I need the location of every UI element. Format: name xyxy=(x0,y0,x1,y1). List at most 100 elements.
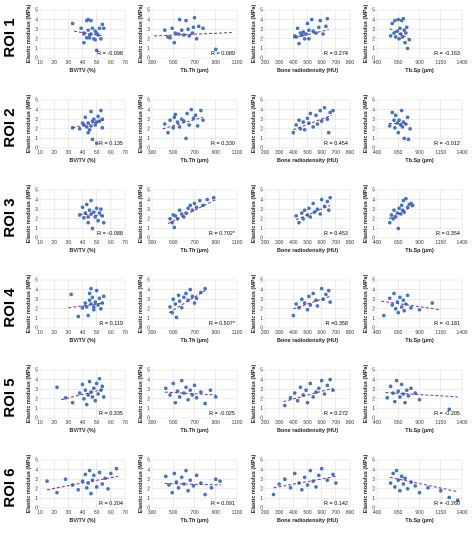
y-tick-label: 4 xyxy=(147,377,150,383)
data-point xyxy=(315,304,320,308)
y-tick-label: 1 xyxy=(35,316,38,322)
data-point xyxy=(213,477,218,482)
data-point xyxy=(184,468,188,473)
data-point xyxy=(308,381,313,386)
x-tick-label: 1400 xyxy=(456,330,467,336)
y-tick-label: 0 xyxy=(147,416,150,422)
x-tick-label: 50 xyxy=(94,60,100,66)
x-tick-label: 20 xyxy=(51,60,57,66)
data-point xyxy=(396,226,401,231)
data-point xyxy=(171,381,176,386)
data-point xyxy=(186,27,190,32)
data-point xyxy=(194,296,199,301)
data-point xyxy=(301,30,306,34)
data-point xyxy=(426,486,430,490)
data-point xyxy=(308,303,313,307)
data-point xyxy=(404,31,408,35)
x-tick-label: 800 xyxy=(346,510,355,516)
y-tick-label: 4 xyxy=(260,107,263,113)
y-axis-title: Elastic modulus (MPa) xyxy=(138,274,144,333)
x-tick-label: 900 xyxy=(212,60,221,66)
trend-line xyxy=(295,204,331,221)
y-tick-label: 3 xyxy=(147,117,150,123)
data-point xyxy=(404,196,408,201)
y-tick-label: 2 xyxy=(35,397,38,403)
y-axis-title: Elastic modulus (MPa) xyxy=(251,274,257,333)
data-point xyxy=(328,300,332,304)
data-point xyxy=(203,401,207,406)
x-tick-label: 60 xyxy=(108,510,114,516)
x-tick-label: 700 xyxy=(332,150,341,156)
x-tick-label: 400 xyxy=(373,510,382,516)
x-tick-label: 1150 xyxy=(435,420,446,426)
data-point xyxy=(311,29,315,33)
data-point xyxy=(385,396,390,400)
data-point xyxy=(173,302,178,306)
data-point xyxy=(164,474,168,479)
data-point xyxy=(189,107,194,112)
data-point xyxy=(389,213,394,217)
x-tick-label: 400 xyxy=(289,240,298,246)
data-point xyxy=(97,26,102,31)
trend-line xyxy=(293,295,331,310)
data-point xyxy=(294,302,298,306)
data-point xyxy=(404,388,409,392)
y-tick-label: 0 xyxy=(35,56,38,62)
r-value-label: R = 0.091 xyxy=(211,501,235,507)
data-point xyxy=(308,111,313,116)
x-tick-label: 900 xyxy=(415,60,424,66)
data-point xyxy=(331,108,335,113)
x-tick-label: 700 xyxy=(190,240,199,246)
data-point xyxy=(302,301,307,305)
x-tick-label: 1100 xyxy=(232,60,243,66)
data-point xyxy=(201,118,205,122)
data-point xyxy=(173,31,178,35)
y-tick-label: 3 xyxy=(372,477,375,483)
scatter-panel: 0 1 2 3 4 5 200 300 400 500 600 700 800 R = 0.272 Bone… xyxy=(251,364,354,434)
data-point xyxy=(82,216,86,220)
data-point xyxy=(194,205,199,210)
y-tick-label: 1 xyxy=(35,406,38,412)
data-point xyxy=(86,215,90,219)
data-point xyxy=(387,296,392,301)
data-point xyxy=(94,48,99,53)
x-tick-label: 800 xyxy=(346,420,355,426)
data-point xyxy=(86,130,90,135)
x-tick-label: 200 xyxy=(261,60,270,66)
x-tick-label: 40 xyxy=(80,60,86,66)
data-point xyxy=(87,208,92,212)
y-tick-label: 5 xyxy=(147,188,150,194)
data-point xyxy=(162,28,167,32)
data-point xyxy=(92,473,96,478)
r-value-label: R = 0.335 xyxy=(99,411,123,417)
data-point xyxy=(393,113,398,118)
y-tick-label: 1 xyxy=(147,406,150,412)
y-tick-label: 3 xyxy=(260,27,263,33)
x-tick-label: 650 xyxy=(394,330,403,336)
y-axis-title: Elastic modulus (MPa) xyxy=(138,184,144,243)
data-point xyxy=(314,31,318,35)
data-point xyxy=(208,388,213,392)
data-point xyxy=(417,307,422,312)
y-tick-label: 1 xyxy=(372,136,375,142)
x-tick-label: 50 xyxy=(94,330,100,336)
data-point xyxy=(301,217,306,221)
data-point xyxy=(83,115,88,120)
data-point xyxy=(397,118,401,122)
y-tick-label: 4 xyxy=(35,197,38,203)
data-point xyxy=(84,125,89,129)
data-point xyxy=(447,495,452,500)
scatter-panel: 0 1 2 3 4 5 10 20 30 40 50 60 70 R = 0.119 BV/TV (%) El… xyxy=(26,274,128,344)
x-tick-label: 400 xyxy=(373,330,382,336)
data-point xyxy=(387,124,392,128)
data-point xyxy=(171,297,176,302)
x-tick-label: 500 xyxy=(303,240,312,246)
data-point xyxy=(176,486,181,490)
data-point xyxy=(300,211,304,215)
scatter-panel: 0 1 2 3 4 5 10 20 30 40 50 60 70 R = -0.098 BV/TV (%) E… xyxy=(26,4,128,74)
y-tick-label: 2 xyxy=(147,487,150,493)
x-tick-label: 1150 xyxy=(435,60,446,66)
y-tick-label: 2 xyxy=(372,37,375,43)
data-point xyxy=(86,28,90,32)
data-point xyxy=(390,110,395,115)
